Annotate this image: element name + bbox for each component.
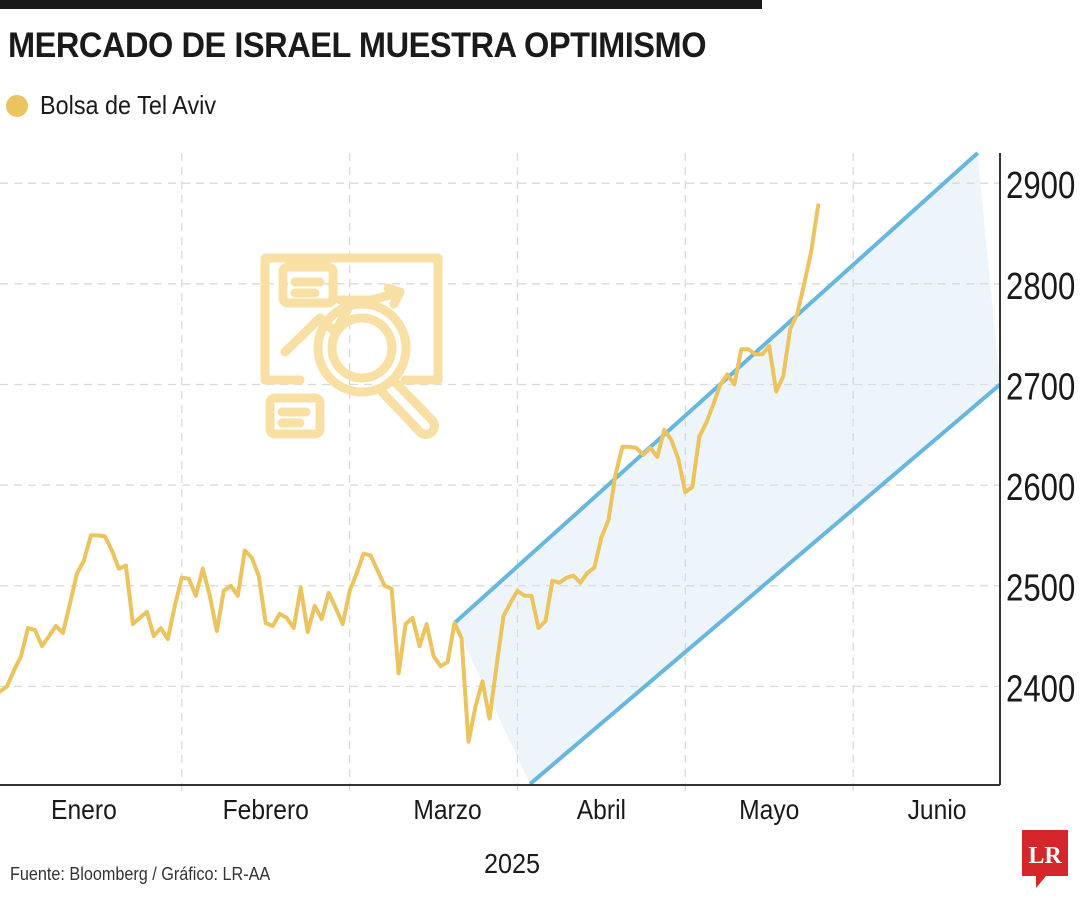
y-tick-label: 2900 bbox=[1006, 165, 1075, 207]
top-rule bbox=[0, 0, 762, 9]
legend-swatch bbox=[6, 94, 28, 117]
legend-label: Bolsa de Tel Aviv bbox=[40, 90, 217, 120]
y-tick-label: 2700 bbox=[1006, 367, 1075, 409]
trend-channel-fill bbox=[454, 153, 1000, 784]
y-tick-label: 2400 bbox=[1006, 669, 1075, 711]
legend: Bolsa de Tel Aviv bbox=[6, 90, 236, 121]
trend-channel-lower bbox=[528, 382, 1002, 786]
x-tick-label: Febrero bbox=[223, 794, 309, 826]
y-tick-label: 2500 bbox=[1006, 568, 1075, 610]
x-tick-label: Enero bbox=[51, 794, 117, 826]
series-line-tel-aviv bbox=[0, 203, 821, 744]
y-tick-label: 2600 bbox=[1006, 467, 1075, 509]
x-tick-label: Mayo bbox=[739, 794, 799, 826]
x-tick-label: Abril bbox=[577, 794, 626, 826]
x-tick-label: Marzo bbox=[413, 794, 481, 826]
y-tick-label: 2800 bbox=[1006, 266, 1075, 308]
x-tick-label: Junio bbox=[908, 794, 967, 826]
x-axis-title: 2025 bbox=[484, 848, 541, 879]
lr-logo: LR bbox=[1022, 830, 1068, 888]
chart-title: MERCADO DE ISRAEL MUESTRA OPTIMISMO bbox=[8, 26, 707, 65]
analytics-magnifier-icon bbox=[260, 253, 443, 439]
trend-channel-upper bbox=[453, 151, 979, 625]
svg-text:LR: LR bbox=[1028, 843, 1062, 869]
source-note: Fuente: Bloomberg / Gráfico: LR-AA bbox=[10, 864, 271, 884]
